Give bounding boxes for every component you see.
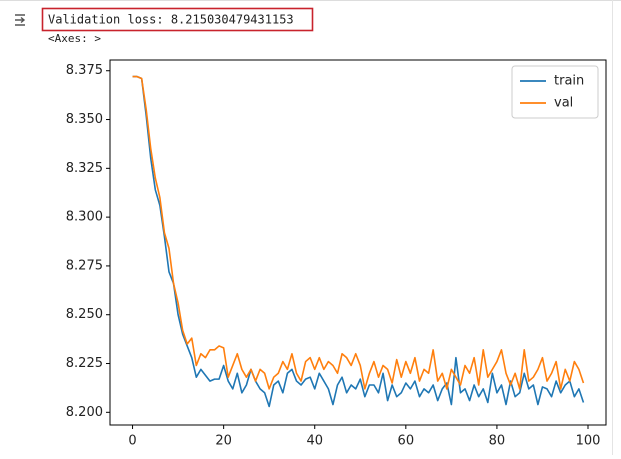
x-tick-label: 40	[306, 434, 323, 449]
legend-label: train	[554, 74, 584, 89]
y-tick-label: 8.300	[66, 210, 103, 225]
legend: train val	[511, 65, 599, 119]
y-tick-label: 8.375	[66, 63, 103, 78]
y-tick-label: 8.325	[66, 161, 103, 176]
legend-box	[511, 65, 599, 119]
x-tick-label: 0	[128, 434, 136, 449]
series-line	[132, 75, 585, 390]
x-tick-label: 60	[398, 434, 415, 449]
series-line	[132, 75, 585, 408]
axes-frame	[109, 59, 607, 426]
y-tick-label: 8.200	[66, 405, 103, 420]
x-tick-label: 100	[576, 434, 601, 449]
legend-label: val	[554, 96, 573, 111]
printed-output: Validation loss: 8.215030479431153	[48, 13, 294, 27]
y-tick-label: 8.275	[66, 258, 103, 273]
output-icon[interactable]	[15, 14, 26, 26]
y-tick-label: 8.250	[66, 307, 103, 322]
axes-repr: <Axes: >	[48, 32, 101, 45]
x-tick-label: 20	[215, 434, 232, 449]
y-tick-label: 8.225	[66, 356, 103, 371]
plot: 8.200 8.225 8.250 8.275 8.300 8.325 8.350 8.375…	[66, 59, 607, 449]
y-tick-label: 8.350	[66, 112, 103, 127]
x-tick-label: 80	[489, 434, 506, 449]
highlight-box	[41, 7, 314, 32]
